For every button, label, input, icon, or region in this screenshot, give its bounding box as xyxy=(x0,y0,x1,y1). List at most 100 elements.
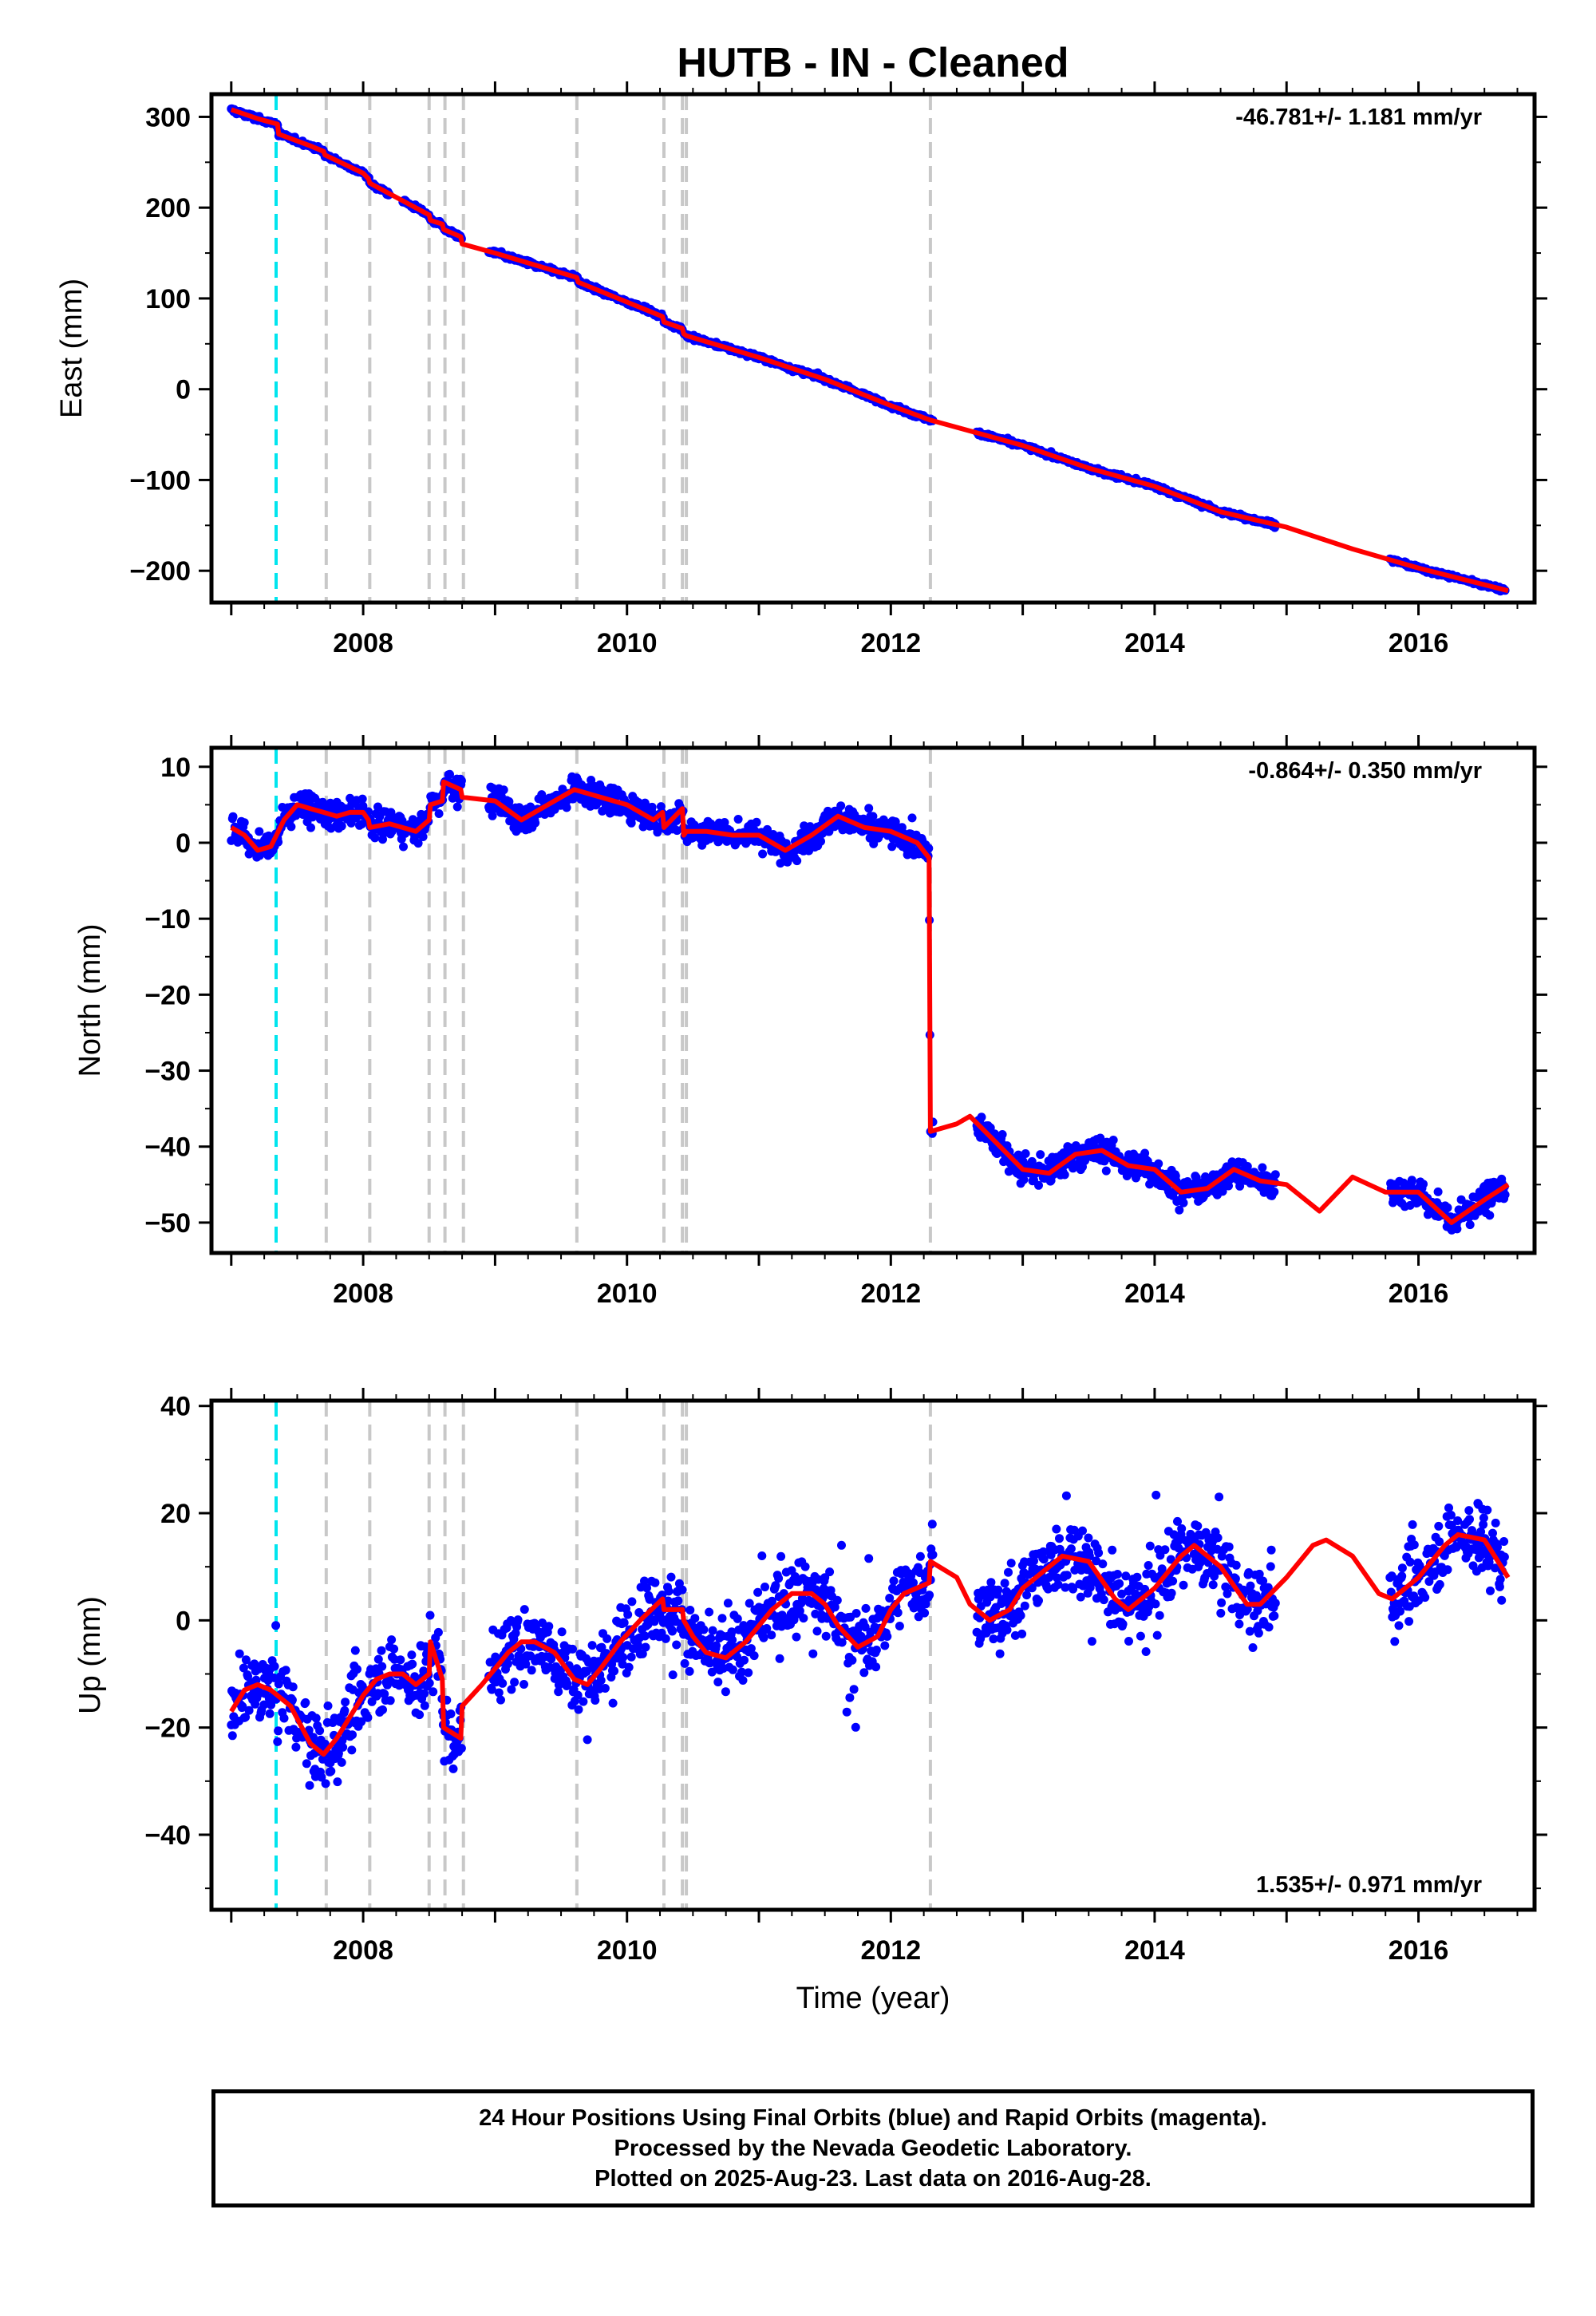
data-point xyxy=(1240,1587,1250,1596)
data-point xyxy=(887,842,897,852)
x-tick-label: 2016 xyxy=(1389,1279,1449,1309)
data-point xyxy=(746,1644,756,1654)
data-point xyxy=(353,1665,361,1674)
data-point xyxy=(685,1606,695,1614)
data-point xyxy=(1254,1628,1263,1638)
data-point xyxy=(1397,1563,1407,1573)
data-point xyxy=(907,1571,915,1581)
data-point xyxy=(738,1676,748,1685)
data-point xyxy=(668,1670,678,1680)
data-point xyxy=(674,1596,683,1606)
data-point xyxy=(680,1658,689,1668)
data-point xyxy=(1485,1211,1495,1220)
data-point xyxy=(672,826,681,836)
data-point xyxy=(1087,1637,1096,1646)
data-point xyxy=(562,803,571,812)
y-tick-label: −100 xyxy=(129,465,191,496)
data-point xyxy=(389,1644,399,1654)
data-point xyxy=(883,1632,892,1641)
data-point xyxy=(728,1635,737,1645)
data-point xyxy=(1039,1555,1049,1564)
data-point xyxy=(699,1625,709,1634)
data-point xyxy=(579,1697,588,1706)
data-point xyxy=(583,1735,592,1745)
data-point xyxy=(666,1572,676,1582)
data-point xyxy=(989,1634,998,1644)
x-tick-label: 2012 xyxy=(860,1279,921,1309)
data-point xyxy=(507,1685,516,1694)
data-point xyxy=(1390,1637,1400,1646)
data-point xyxy=(301,1697,310,1707)
y-tick-label: −30 xyxy=(144,1057,191,1087)
y-tick-label: −50 xyxy=(144,1208,191,1239)
data-point xyxy=(661,1634,670,1643)
x-tick-label: 2008 xyxy=(333,1279,393,1309)
data-point xyxy=(1407,1176,1416,1185)
data-point xyxy=(685,1666,694,1676)
data-point xyxy=(723,1599,733,1608)
data-point xyxy=(347,1745,357,1755)
data-point xyxy=(1124,1637,1133,1646)
data-point xyxy=(1452,1224,1462,1234)
data-point xyxy=(1034,1596,1043,1606)
data-point xyxy=(251,1675,261,1685)
data-point xyxy=(1409,1540,1419,1550)
data-point xyxy=(1062,1571,1072,1580)
model-line xyxy=(230,107,1509,594)
data-point xyxy=(1173,1516,1182,1526)
data-point xyxy=(452,802,462,812)
data-point xyxy=(281,1666,290,1675)
data-point xyxy=(1270,1599,1280,1608)
data-point xyxy=(338,1742,348,1752)
data-point xyxy=(228,812,238,821)
data-point xyxy=(602,1634,612,1643)
data-point xyxy=(488,811,497,820)
data-point xyxy=(658,1591,667,1599)
data-point xyxy=(795,1607,804,1615)
x-tick-label: 2008 xyxy=(333,628,393,658)
data-point xyxy=(832,1595,842,1605)
data-point xyxy=(1061,1583,1070,1592)
data-point xyxy=(1266,1562,1275,1571)
data-point xyxy=(1404,1617,1414,1626)
data-point xyxy=(239,818,249,828)
data-point xyxy=(1210,1571,1219,1581)
data-point xyxy=(889,1576,899,1586)
data-point xyxy=(728,1665,737,1674)
data-point xyxy=(1061,1491,1071,1500)
data-point xyxy=(733,1614,742,1623)
data-point xyxy=(1386,1587,1396,1597)
data-point xyxy=(986,1578,996,1587)
data-point xyxy=(664,1587,674,1596)
data-point xyxy=(554,1687,563,1697)
data-point xyxy=(1270,1611,1279,1621)
data-point xyxy=(1036,1150,1045,1160)
data-point xyxy=(690,1614,700,1623)
data-point xyxy=(864,804,874,813)
data-point xyxy=(1084,1533,1093,1543)
data-point xyxy=(1245,1626,1254,1636)
data-point xyxy=(241,1655,251,1665)
data-point xyxy=(1145,1541,1155,1551)
data-point xyxy=(618,1653,628,1662)
data-point xyxy=(851,1609,861,1618)
data-point xyxy=(775,1654,784,1663)
data-point xyxy=(1132,1572,1142,1582)
data-point xyxy=(308,1733,318,1742)
data-point xyxy=(753,1587,763,1597)
plot-frame xyxy=(209,92,1537,605)
data-point xyxy=(363,1713,373,1722)
data-point xyxy=(825,1567,835,1577)
data-point xyxy=(267,1700,276,1709)
data-point xyxy=(521,1659,531,1669)
data-point xyxy=(864,1554,874,1563)
data-point xyxy=(733,1652,742,1662)
data-point xyxy=(647,802,657,812)
data-point xyxy=(503,1659,512,1669)
data-point xyxy=(1223,1589,1232,1599)
data-point xyxy=(792,1632,801,1642)
data-point xyxy=(650,1578,660,1587)
data-point xyxy=(456,1744,466,1753)
